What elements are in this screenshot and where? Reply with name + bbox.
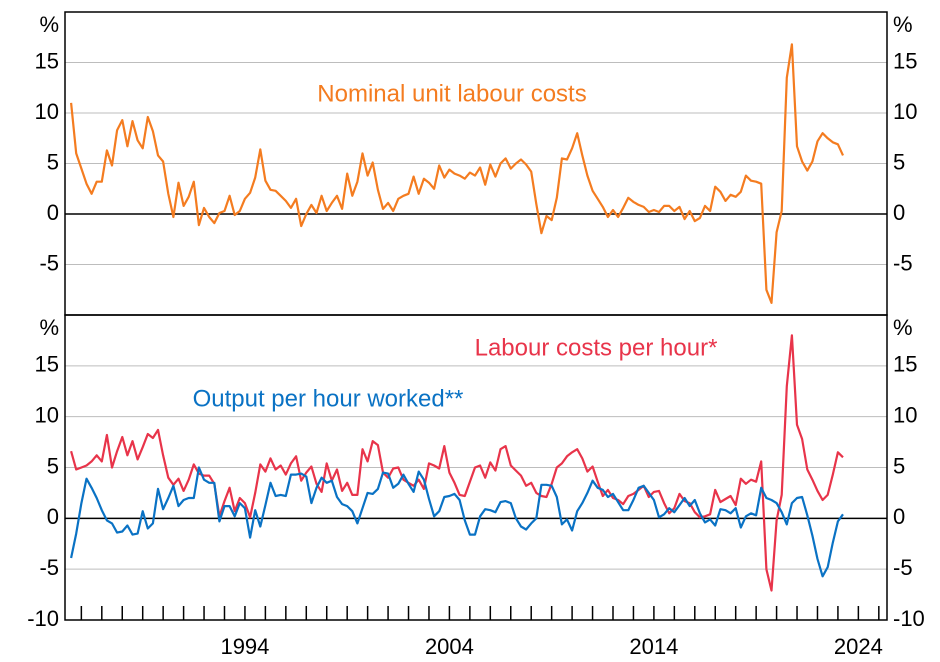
y-tick-label: -5 [39,250,59,275]
y-tick-label: 0 [47,504,59,529]
series-line [70,43,844,304]
y2-tick-label: 15 [893,48,917,73]
y2-tick-label: -5 [893,250,913,275]
x-tick-label: 1994 [220,634,269,659]
y-tick-label: 15 [35,48,59,73]
y-tick-label: -5 [39,555,59,580]
y2-axis-unit: % [893,315,913,340]
y2-tick-label: 5 [893,149,905,174]
series-label: Nominal unit labour costs [317,80,586,107]
y2-tick-label: 15 [893,352,917,377]
y2-tick-label: -10 [893,606,925,631]
x-tick-label: 2014 [629,634,678,659]
y2-axis-unit: % [893,12,913,37]
y2-tick-label: 0 [893,200,905,225]
y2-tick-label: 5 [893,453,905,478]
panel-frame [64,314,888,621]
series-label: Labour costs per hour* [475,334,718,361]
y-axis-unit: % [39,12,59,37]
y-tick-label: 10 [35,402,59,427]
y2-tick-label: 10 [893,99,917,124]
x-tick-label: 2004 [425,634,474,659]
y-tick-label: 0 [47,200,59,225]
y-tick-label: 5 [47,453,59,478]
y-tick-label: 5 [47,149,59,174]
x-tick-label: 2024 [834,634,883,659]
series-line [70,466,844,578]
y2-tick-label: 0 [893,504,905,529]
y-tick-label: 10 [35,99,59,124]
series-label: Output per hour worked** [193,385,464,412]
series-line [70,334,844,592]
y-tick-label: 15 [35,352,59,377]
y-axis-unit: % [39,315,59,340]
y2-tick-label: 10 [893,402,917,427]
y-tick-label: -10 [27,606,59,631]
y2-tick-label: -5 [893,555,913,580]
